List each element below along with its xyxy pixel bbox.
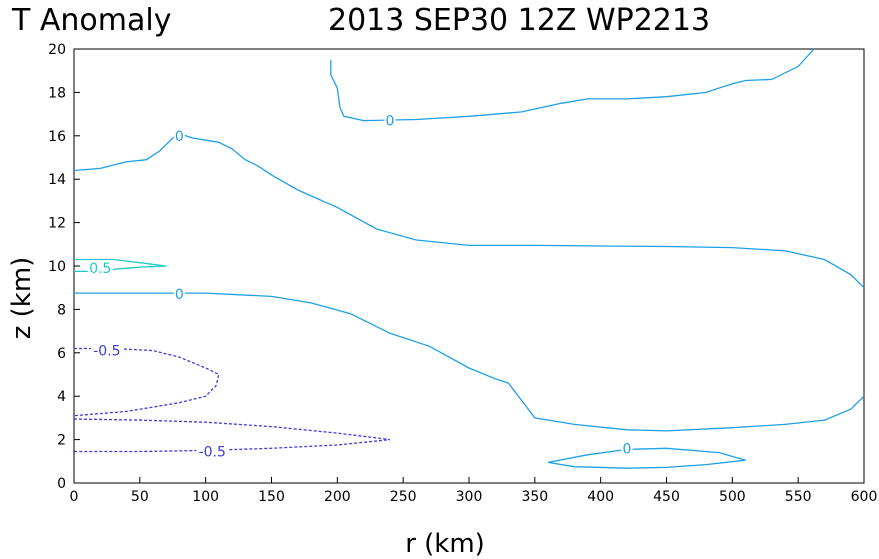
x-axis-ticks: 0 50 100 150 200 250 300 350 400 450 500 550 600 bbox=[70, 477, 878, 505]
y-axis-label: z (km) bbox=[7, 257, 37, 340]
y-tick-label: 0 bbox=[57, 476, 66, 492]
x-tick-label: 200 bbox=[324, 489, 351, 505]
contour-label: 0 bbox=[175, 129, 184, 145]
x-axis-label: r (km) bbox=[405, 529, 485, 559]
chart-title-right: 2013 SEP30 12Z WP2213 bbox=[328, 3, 710, 38]
contour-label-background bbox=[173, 286, 185, 303]
contour-line-0 bbox=[330, 48, 815, 122]
y-tick-label: 14 bbox=[48, 172, 66, 188]
contour-label: 0 bbox=[386, 114, 395, 130]
contour-label: -0.5 bbox=[93, 344, 120, 360]
contour-line-1 bbox=[73, 132, 865, 289]
x-tick-label: 250 bbox=[390, 489, 417, 505]
contour-label: 0 bbox=[175, 287, 184, 303]
y-tick-label: 8 bbox=[57, 302, 66, 318]
y-tick-label: 20 bbox=[48, 42, 66, 58]
x-tick-label: 0 bbox=[70, 489, 79, 505]
x-tick-label: 600 bbox=[851, 489, 878, 505]
x-tick-label: 300 bbox=[456, 489, 483, 505]
y-axis-ticks: 0 2 4 6 8 10 12 14 16 18 20 bbox=[48, 42, 80, 492]
x-tick-label: 500 bbox=[719, 489, 746, 505]
contour-label-background bbox=[621, 440, 633, 457]
y-tick-label: 16 bbox=[48, 129, 66, 145]
contour-label-background bbox=[87, 260, 113, 277]
contour-line-3 bbox=[547, 447, 746, 469]
contour-line-4 bbox=[74, 258, 167, 273]
plot-frame bbox=[73, 48, 865, 484]
contour-labels: 0 0 0 0 0.5 -0.5 -0.5 bbox=[87, 112, 633, 461]
contour-label-background bbox=[196, 443, 229, 460]
y-tick-label: 18 bbox=[48, 85, 66, 101]
x-tick-label: 450 bbox=[653, 489, 680, 505]
x-tick-label: 350 bbox=[521, 489, 548, 505]
contour-line-6 bbox=[73, 418, 391, 453]
contour-lines bbox=[73, 48, 865, 469]
contour-label: -0.5 bbox=[199, 445, 226, 461]
x-tick-label: 550 bbox=[785, 489, 812, 505]
y-tick-label: 2 bbox=[57, 433, 66, 449]
contour-label-background bbox=[90, 342, 123, 359]
x-tick-label: 150 bbox=[258, 489, 285, 505]
contour-label-background bbox=[173, 127, 185, 144]
x-tick-label: 400 bbox=[587, 489, 614, 505]
chart-title-left: T Anomaly bbox=[11, 3, 171, 38]
y-tick-label: 10 bbox=[48, 259, 66, 275]
y-tick-label: 4 bbox=[57, 389, 66, 405]
contour-line-5 bbox=[73, 347, 220, 417]
contour-label: 0.5 bbox=[89, 261, 111, 277]
y-tick-label: 12 bbox=[48, 216, 66, 232]
x-tick-label: 50 bbox=[131, 489, 149, 505]
y-tick-label: 6 bbox=[57, 346, 66, 362]
contour-label: 0 bbox=[623, 441, 632, 457]
contour-line-2 bbox=[74, 292, 865, 432]
x-tick-label: 100 bbox=[192, 489, 219, 505]
contour-label-background bbox=[384, 112, 396, 129]
